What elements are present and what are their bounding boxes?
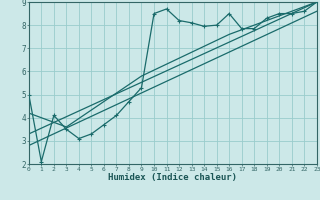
X-axis label: Humidex (Indice chaleur): Humidex (Indice chaleur) [108,173,237,182]
